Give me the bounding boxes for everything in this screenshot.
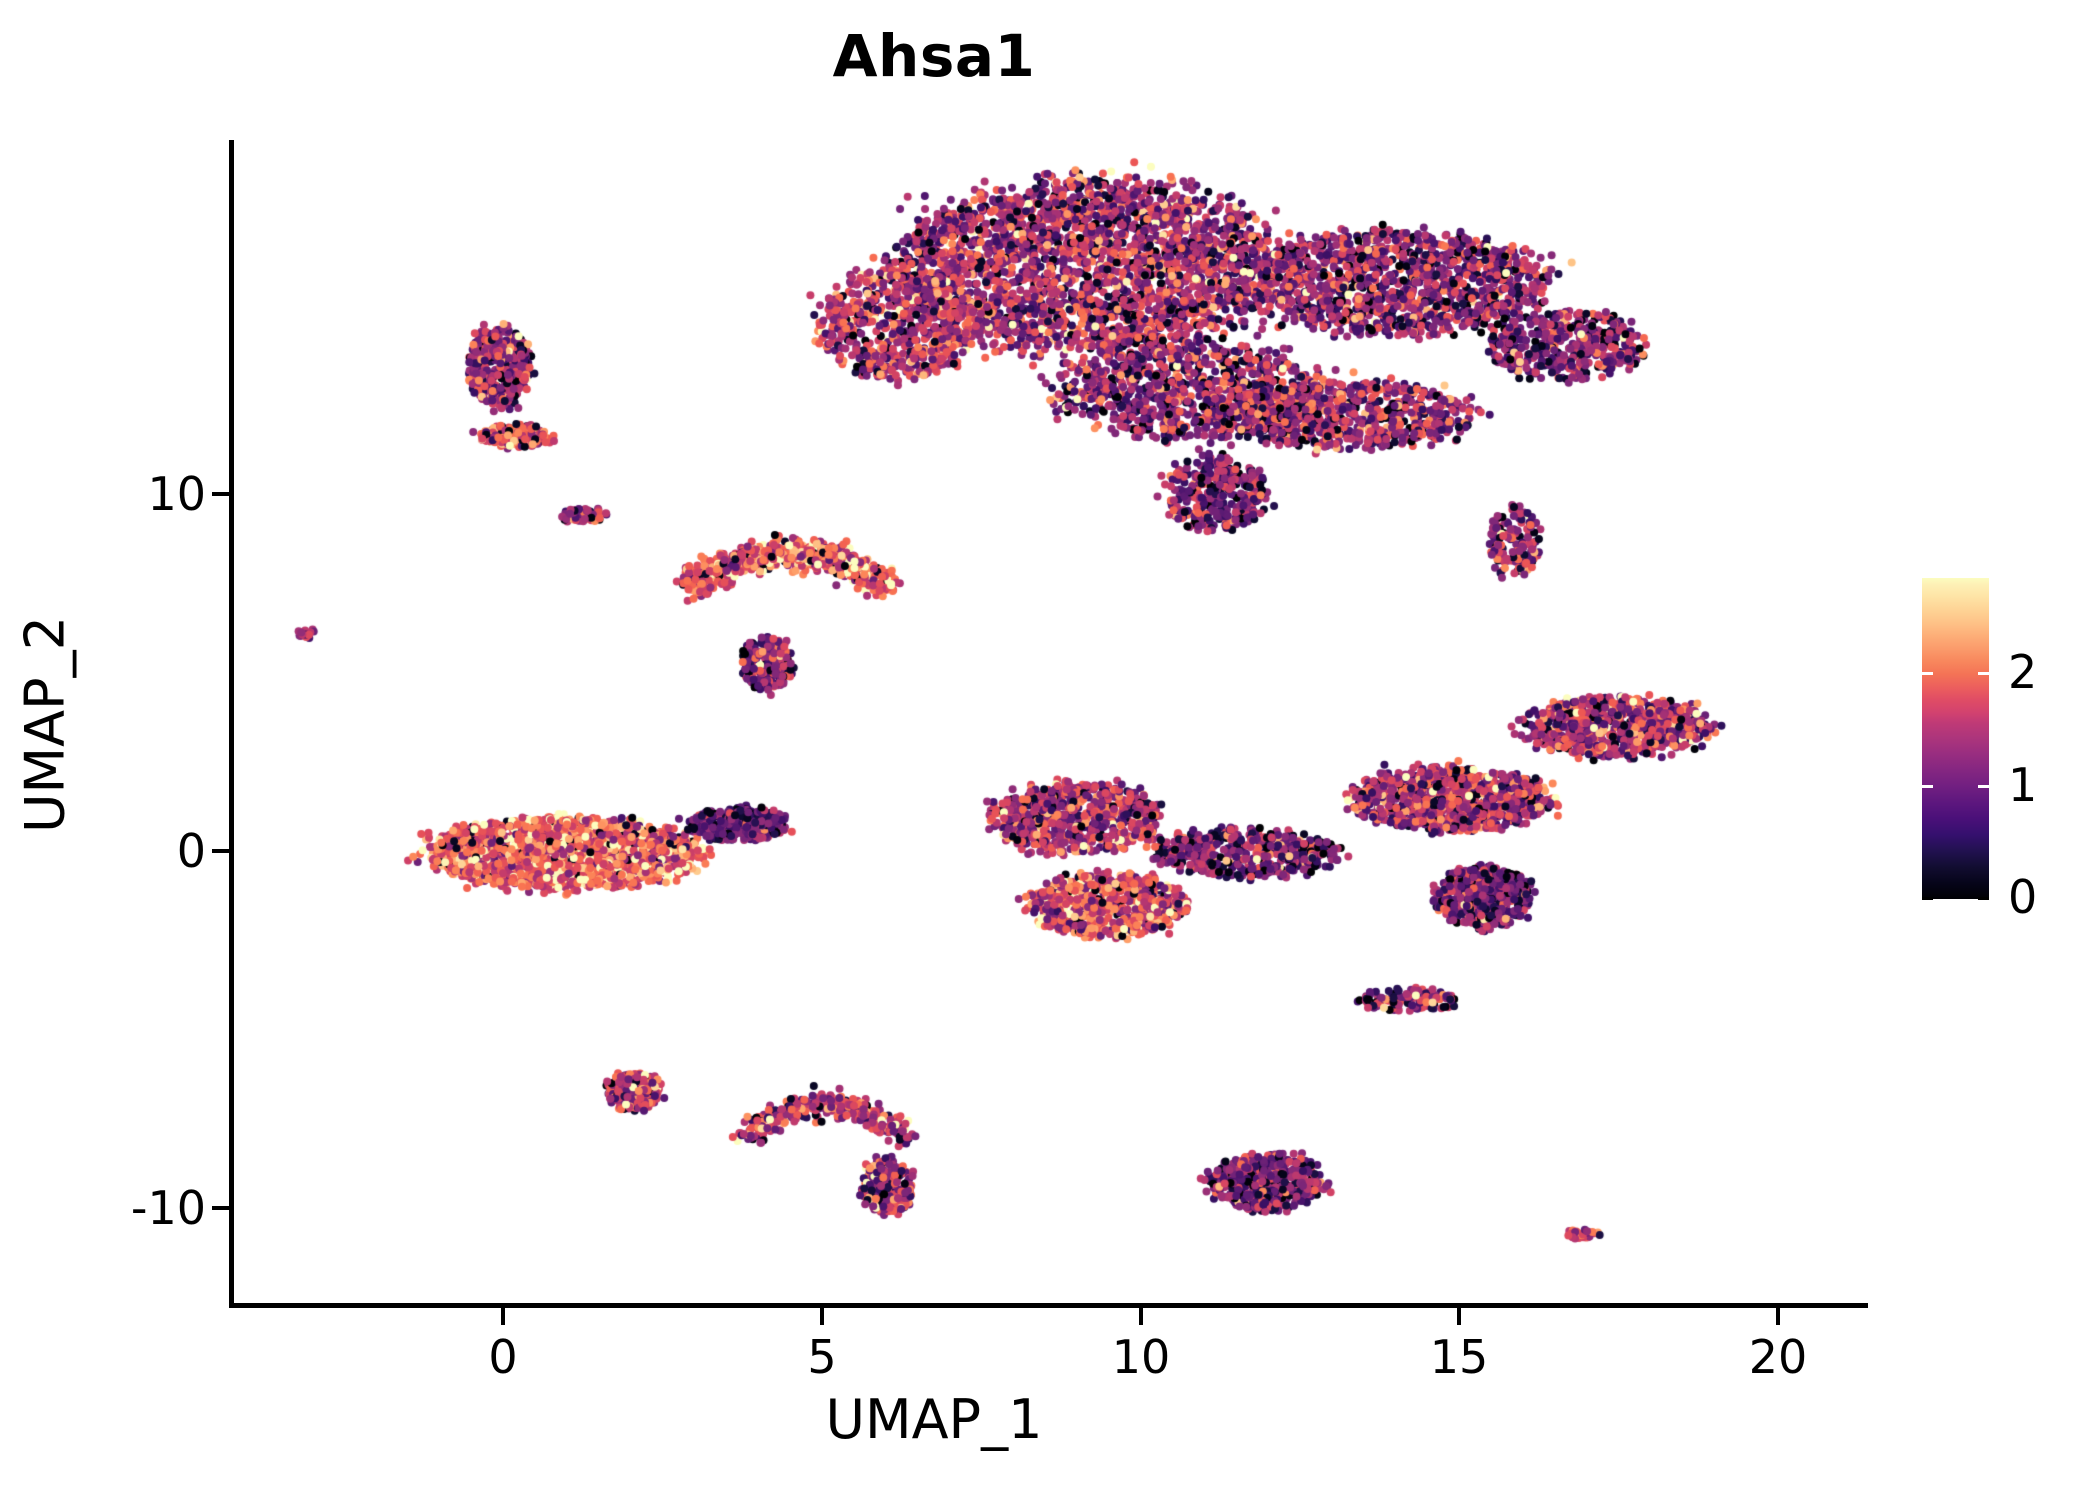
x-tick-mark-0 — [501, 1308, 505, 1325]
colorbar-tick-2-left — [1922, 672, 1933, 675]
colorbar-label-0: 0 — [2008, 870, 2038, 924]
colorbar-tick-2-right — [1978, 672, 1989, 675]
colorbar-label-2: 2 — [2008, 645, 2038, 699]
x-tick-label-15: 15 — [1429, 1330, 1489, 1384]
x-tick-label-20: 20 — [1748, 1330, 1808, 1384]
x-tick-label-0: 0 — [488, 1330, 518, 1384]
scatter-plot-canvas — [232, 140, 1868, 1305]
x-axis-label: UMAP_1 — [825, 1388, 1043, 1451]
y-tick-mark-10 — [212, 492, 229, 496]
y-axis-label: UMAP_2 — [13, 616, 77, 833]
y-tick-mark-0 — [212, 849, 229, 853]
y-tick-label-10: 10 — [147, 467, 206, 521]
x-tick-label-5: 5 — [807, 1330, 837, 1384]
colorbar — [1922, 578, 1989, 900]
colorbar-tick-1-left — [1922, 785, 1933, 788]
y-tick-label-0: 0 — [176, 824, 206, 878]
x-tick-mark-20 — [1776, 1308, 1780, 1325]
x-tick-label-10: 10 — [1111, 1330, 1171, 1384]
colorbar-tick-0-left — [1922, 897, 1933, 900]
x-tick-mark-5 — [820, 1308, 824, 1325]
x-tick-mark-15 — [1457, 1308, 1461, 1325]
colorbar-tick-1-right — [1978, 785, 1989, 788]
colorbar-tick-0-right — [1978, 897, 1989, 900]
x-axis-spine — [229, 1303, 1868, 1308]
y-tick-label-neg10: -10 — [130, 1181, 206, 1235]
y-tick-mark-neg10 — [212, 1206, 229, 1210]
colorbar-label-1: 1 — [2008, 758, 2038, 812]
x-tick-mark-10 — [1139, 1308, 1143, 1325]
colorbar-gradient — [1922, 578, 1989, 899]
page-title: Ahsa1 — [832, 22, 1036, 90]
y-axis-spine — [229, 140, 234, 1308]
